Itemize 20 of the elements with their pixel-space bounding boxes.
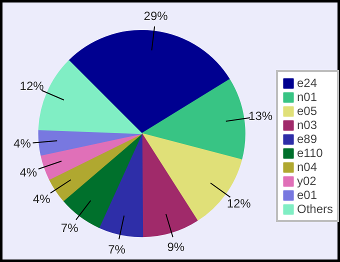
data-label: 12%	[20, 79, 44, 94]
data-label: 7%	[60, 221, 79, 236]
data-label: 4%	[14, 136, 32, 151]
legend-label: e24	[297, 76, 318, 90]
legend-label: n04	[297, 160, 318, 174]
legend-label: e01	[297, 188, 318, 202]
legend-label: e05	[297, 104, 318, 118]
data-label: 4%	[32, 192, 51, 206]
legend-label: e110	[297, 146, 323, 160]
data-label: 29%	[144, 8, 168, 23]
legend-label: n03	[297, 118, 318, 132]
data-label: 9%	[167, 240, 185, 254]
data-label: 7%	[108, 242, 126, 256]
legend-label: Others	[297, 202, 334, 216]
legend-label: e89	[297, 132, 318, 146]
data-label: 12%	[226, 196, 252, 210]
legend-label: y02	[297, 174, 317, 188]
data-label: 13%	[248, 109, 273, 124]
data-label: 4%	[20, 165, 38, 180]
legend-label: n01	[297, 90, 318, 104]
